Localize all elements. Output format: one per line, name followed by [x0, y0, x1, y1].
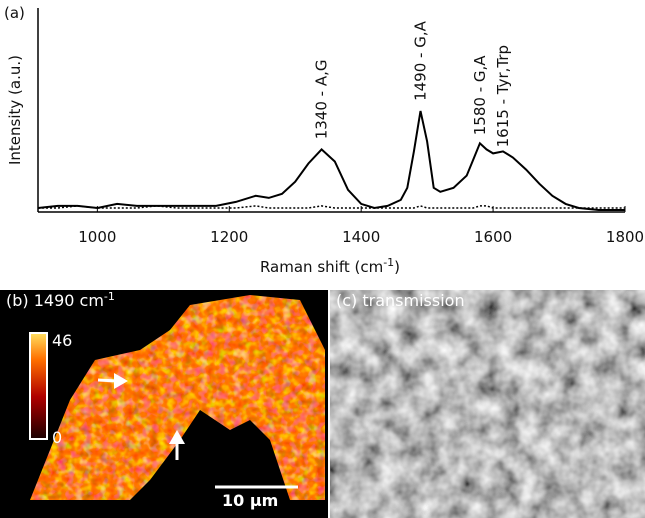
colorbar [29, 332, 48, 440]
panel-title-main: (b) 1490 cm [6, 291, 104, 310]
x-axis-label-sup: -1 [383, 256, 394, 269]
series-line [37, 110, 625, 211]
x-tick-label: 1800 [606, 228, 644, 246]
colorbar-tick-label: 46 [52, 331, 72, 350]
y-axis-label: Intensity (a.u.) [6, 55, 24, 165]
arrows [97, 373, 185, 460]
panel-title-sup: -1 [104, 290, 115, 303]
panel-title: (c) transmission [336, 291, 465, 310]
scale-bar-label: 10 µm [222, 491, 278, 510]
panel-label: (a) [4, 4, 25, 22]
x-tick-label: 1200 [210, 228, 248, 246]
x-tick-label: 1000 [78, 228, 116, 246]
annotation: 1615 - Tyr,Trp [494, 45, 512, 147]
x-axis-label-main: Raman shift (cm [260, 258, 383, 276]
panel-title: (b) 1490 cm-1 [6, 290, 115, 310]
x-axis-label: Raman shift (cm-1) [260, 256, 400, 276]
colorbar-tick-label: 0 [52, 428, 62, 447]
transmission-image [330, 290, 645, 518]
series-line [38, 205, 625, 209]
annotation: 1490 - G,A [412, 20, 430, 101]
annotation: 1580 - G,A [471, 55, 489, 136]
x-tick-label: 1600 [474, 228, 512, 246]
x-axis-label-end: ) [394, 258, 400, 276]
annotation: 1340 - A,G [313, 59, 331, 139]
x-tick-label: 1400 [342, 228, 380, 246]
